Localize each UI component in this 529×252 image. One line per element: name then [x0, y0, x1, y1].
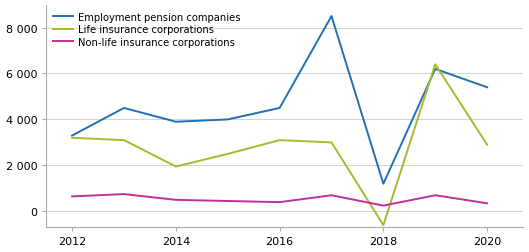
- Employment pension companies: [329, 15, 335, 18]
- Life insurance corporations: [277, 139, 283, 142]
- Line: Employment pension companies: Employment pension companies: [72, 17, 487, 184]
- Life insurance corporations: [484, 144, 490, 147]
- Non-life insurance corporations: [172, 199, 179, 202]
- Non-life insurance corporations: [69, 195, 75, 198]
- Life insurance corporations: [380, 224, 387, 227]
- Non-life insurance corporations: [329, 194, 335, 197]
- Non-life insurance corporations: [225, 200, 231, 203]
- Line: Non-life insurance corporations: Non-life insurance corporations: [72, 194, 487, 206]
- Life insurance corporations: [432, 64, 439, 67]
- Non-life insurance corporations: [121, 193, 127, 196]
- Employment pension companies: [380, 182, 387, 185]
- Non-life insurance corporations: [432, 194, 439, 197]
- Life insurance corporations: [121, 139, 127, 142]
- Employment pension companies: [121, 107, 127, 110]
- Non-life insurance corporations: [277, 201, 283, 204]
- Employment pension companies: [484, 86, 490, 89]
- Employment pension companies: [432, 68, 439, 71]
- Legend: Employment pension companies, Life insurance corporations, Non-life insurance co: Employment pension companies, Life insur…: [51, 11, 243, 49]
- Employment pension companies: [225, 118, 231, 121]
- Line: Life insurance corporations: Life insurance corporations: [72, 65, 487, 225]
- Non-life insurance corporations: [380, 204, 387, 207]
- Employment pension companies: [172, 121, 179, 124]
- Employment pension companies: [277, 107, 283, 110]
- Life insurance corporations: [329, 141, 335, 144]
- Life insurance corporations: [172, 165, 179, 168]
- Life insurance corporations: [225, 153, 231, 156]
- Employment pension companies: [69, 135, 75, 138]
- Non-life insurance corporations: [484, 202, 490, 205]
- Life insurance corporations: [69, 137, 75, 140]
